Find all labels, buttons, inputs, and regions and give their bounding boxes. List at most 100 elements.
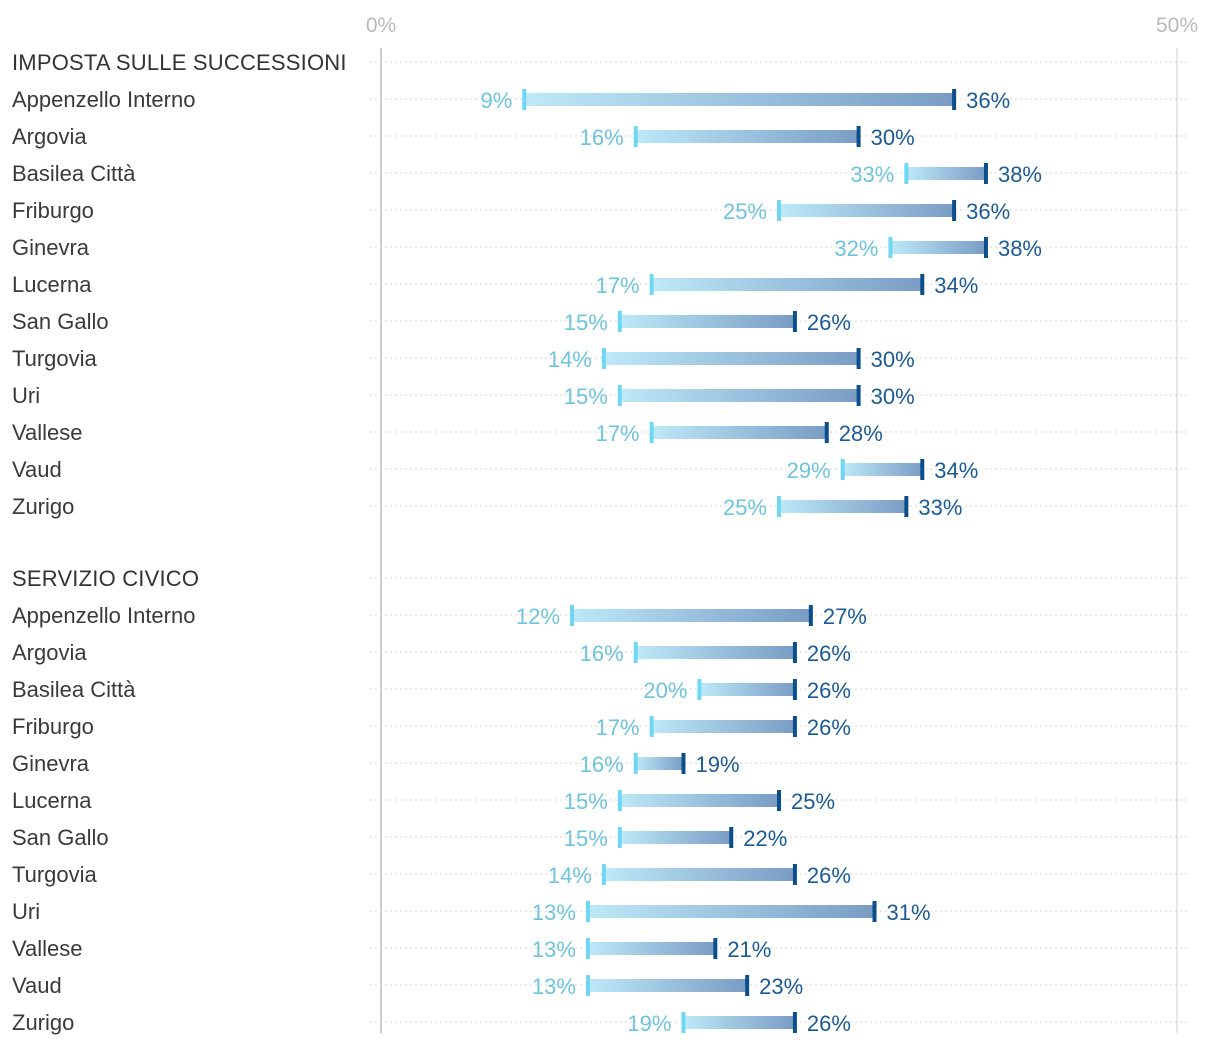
low-marker xyxy=(681,1012,686,1033)
range-bar xyxy=(619,315,795,328)
high-value-label: 21% xyxy=(727,937,771,962)
high-value-label: 26% xyxy=(807,1011,851,1036)
low-marker xyxy=(585,938,590,959)
low-value-label: 13% xyxy=(532,900,576,925)
low-marker xyxy=(649,422,654,443)
low-value-label: 15% xyxy=(564,789,608,814)
high-value-label: 33% xyxy=(918,495,962,520)
category-label: Lucerna xyxy=(12,788,92,813)
category-label: Appenzello Interno xyxy=(12,87,195,112)
low-value-label: 25% xyxy=(723,199,767,224)
low-value-label: 17% xyxy=(596,273,640,298)
category-label: Appenzello Interno xyxy=(12,603,195,628)
low-marker xyxy=(633,126,638,147)
category-label: Friburgo xyxy=(12,714,94,739)
category-label: Zurigo xyxy=(12,1010,74,1035)
section-title: SERVIZIO CIVICO xyxy=(12,566,199,591)
category-label: Vaud xyxy=(12,973,62,998)
high-marker xyxy=(824,422,829,443)
low-value-label: 20% xyxy=(643,678,687,703)
range-bar xyxy=(572,609,811,622)
low-marker xyxy=(904,163,909,184)
section-title: IMPOSTA SULLE SUCCESSIONI xyxy=(12,50,347,75)
high-value-label: 34% xyxy=(934,273,978,298)
high-value-label: 36% xyxy=(966,199,1010,224)
low-value-label: 17% xyxy=(596,421,640,446)
high-value-label: 38% xyxy=(998,236,1042,261)
range-bar xyxy=(619,794,779,807)
high-value-label: 26% xyxy=(807,641,851,666)
high-marker xyxy=(777,790,781,811)
high-marker xyxy=(983,163,988,184)
category-label: Turgovia xyxy=(12,346,98,371)
high-value-label: 26% xyxy=(807,863,851,888)
range-bar xyxy=(651,720,795,733)
range-bar xyxy=(635,130,859,143)
category-label: Vallese xyxy=(12,420,83,445)
range-bar xyxy=(699,683,795,696)
low-value-label: 16% xyxy=(580,641,624,666)
category-label: Argovia xyxy=(12,124,87,149)
category-label: Vallese xyxy=(12,936,83,961)
high-marker xyxy=(729,827,734,848)
low-marker xyxy=(888,237,893,258)
range-bar xyxy=(842,463,923,476)
low-value-label: 16% xyxy=(580,125,624,150)
high-value-label: 30% xyxy=(871,384,915,409)
range-bar xyxy=(603,868,795,881)
category-label: San Gallo xyxy=(12,309,109,334)
axis-layer xyxy=(380,48,1178,1033)
range-bar xyxy=(779,204,955,217)
category-label: Ginevra xyxy=(12,751,90,776)
low-marker xyxy=(777,200,781,221)
low-marker xyxy=(617,827,622,848)
low-value-label: 13% xyxy=(532,974,576,999)
range-bar xyxy=(890,241,986,254)
high-value-label: 30% xyxy=(871,125,915,150)
high-value-label: 30% xyxy=(871,347,915,372)
low-value-label: 13% xyxy=(532,937,576,962)
category-label: Zurigo xyxy=(12,494,74,519)
high-marker xyxy=(952,89,957,110)
low-marker xyxy=(617,311,622,332)
range-bar xyxy=(635,646,795,659)
low-marker xyxy=(633,753,638,774)
low-marker xyxy=(617,790,622,811)
high-value-label: 22% xyxy=(743,826,787,851)
low-marker xyxy=(649,716,654,737)
axis-tick-label: 50% xyxy=(1156,14,1198,37)
range-bar xyxy=(651,278,923,291)
range-bar xyxy=(779,500,907,513)
high-marker xyxy=(792,679,797,700)
range-bar xyxy=(587,905,875,918)
high-value-label: 31% xyxy=(887,900,931,925)
range-bar xyxy=(587,942,716,955)
low-value-label: 14% xyxy=(548,347,592,372)
category-label: Basilea Città xyxy=(12,677,136,702)
high-value-label: 25% xyxy=(791,789,835,814)
low-value-label: 25% xyxy=(723,495,767,520)
low-value-label: 14% xyxy=(548,863,592,888)
range-bar xyxy=(587,979,748,992)
category-label: Turgovia xyxy=(12,862,98,887)
low-marker xyxy=(585,975,590,996)
range-bar xyxy=(906,167,986,180)
low-marker xyxy=(617,385,622,406)
low-value-label: 15% xyxy=(564,310,608,335)
marks-layer xyxy=(522,89,988,1033)
category-label: Lucerna xyxy=(12,272,92,297)
high-marker xyxy=(856,126,861,147)
high-marker xyxy=(792,1012,797,1033)
low-value-label: 15% xyxy=(564,826,608,851)
category-label: Basilea Città xyxy=(12,161,136,186)
low-marker xyxy=(570,605,575,626)
high-value-label: 26% xyxy=(807,310,851,335)
range-bar xyxy=(651,426,827,439)
range-bar xyxy=(603,352,859,365)
axis-tick-label: 0% xyxy=(366,14,396,37)
high-value-label: 28% xyxy=(839,421,883,446)
high-marker xyxy=(872,901,877,922)
high-marker xyxy=(792,642,797,663)
category-label: Friburgo xyxy=(12,198,94,223)
